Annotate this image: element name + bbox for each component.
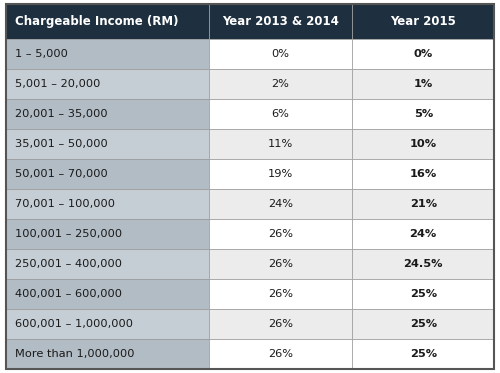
Bar <box>352 189 494 219</box>
Bar <box>352 129 494 159</box>
Text: 0%: 0% <box>414 49 433 59</box>
Bar <box>6 219 208 248</box>
Text: 24%: 24% <box>410 229 437 239</box>
Text: 50,001 – 70,000: 50,001 – 70,000 <box>15 169 108 179</box>
Text: Year 2015: Year 2015 <box>390 15 456 28</box>
Text: 26%: 26% <box>268 258 293 269</box>
Text: 10%: 10% <box>410 139 437 149</box>
Text: 1%: 1% <box>414 79 433 89</box>
Text: 25%: 25% <box>410 319 437 329</box>
Text: 70,001 – 100,000: 70,001 – 100,000 <box>15 198 115 209</box>
Bar <box>352 39 494 69</box>
Text: 5%: 5% <box>414 109 433 119</box>
Bar <box>6 248 208 279</box>
Text: 0%: 0% <box>272 49 289 59</box>
Bar <box>208 99 352 129</box>
Bar <box>352 279 494 308</box>
Bar <box>6 189 208 219</box>
Bar <box>352 339 494 369</box>
Text: 24.5%: 24.5% <box>404 258 443 269</box>
Bar <box>6 69 208 99</box>
Bar <box>352 219 494 248</box>
Text: 6%: 6% <box>272 109 289 119</box>
Bar <box>208 39 352 69</box>
Text: 25%: 25% <box>410 289 437 298</box>
Bar <box>352 248 494 279</box>
Bar <box>6 4 208 39</box>
Text: Year 2013 & 2014: Year 2013 & 2014 <box>222 15 339 28</box>
Bar <box>208 308 352 339</box>
Text: 400,001 – 600,000: 400,001 – 600,000 <box>15 289 122 298</box>
Text: 20,001 – 35,000: 20,001 – 35,000 <box>15 109 108 119</box>
Bar <box>208 4 352 39</box>
Bar <box>6 308 208 339</box>
Text: 26%: 26% <box>268 229 293 239</box>
Bar <box>208 279 352 308</box>
Bar <box>352 308 494 339</box>
Bar <box>208 159 352 189</box>
Text: 16%: 16% <box>410 169 437 179</box>
Bar <box>352 4 494 39</box>
Bar <box>208 339 352 369</box>
Text: 5,001 – 20,000: 5,001 – 20,000 <box>15 79 100 89</box>
Text: 250,001 – 400,000: 250,001 – 400,000 <box>15 258 122 269</box>
Bar <box>208 248 352 279</box>
Text: More than 1,000,000: More than 1,000,000 <box>15 348 134 358</box>
Text: 21%: 21% <box>410 198 437 209</box>
Text: 26%: 26% <box>268 348 293 358</box>
Text: 24%: 24% <box>268 198 293 209</box>
Bar <box>352 99 494 129</box>
Bar <box>208 189 352 219</box>
Bar <box>352 159 494 189</box>
Text: 11%: 11% <box>268 139 293 149</box>
Text: 1 – 5,000: 1 – 5,000 <box>15 49 68 59</box>
Bar <box>6 339 208 369</box>
Bar <box>6 159 208 189</box>
Text: 19%: 19% <box>268 169 293 179</box>
Bar <box>208 219 352 248</box>
Bar <box>6 39 208 69</box>
Text: Chargeable Income (RM): Chargeable Income (RM) <box>15 15 178 28</box>
Bar <box>6 279 208 308</box>
Text: 26%: 26% <box>268 289 293 298</box>
Bar <box>6 129 208 159</box>
Bar <box>6 99 208 129</box>
Text: 600,001 – 1,000,000: 600,001 – 1,000,000 <box>15 319 133 329</box>
Text: 35,001 – 50,000: 35,001 – 50,000 <box>15 139 108 149</box>
Text: 100,001 – 250,000: 100,001 – 250,000 <box>15 229 122 239</box>
Bar <box>208 129 352 159</box>
Text: 25%: 25% <box>410 348 437 358</box>
Text: 2%: 2% <box>272 79 289 89</box>
Text: 26%: 26% <box>268 319 293 329</box>
Bar <box>352 69 494 99</box>
Bar <box>208 69 352 99</box>
